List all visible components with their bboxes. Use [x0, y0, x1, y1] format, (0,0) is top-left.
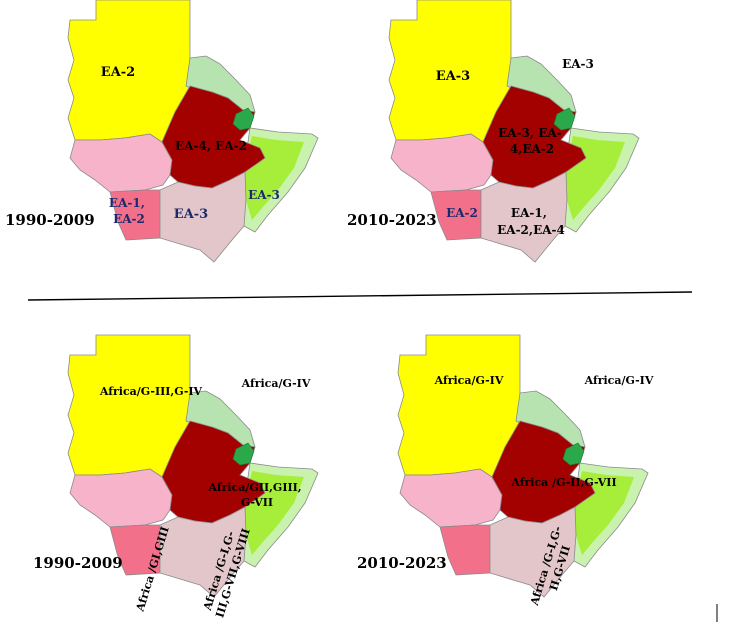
map-panel-2: EA-3 EA-3 EA-3, EA- 4,EA-2 EA-2 EA-1, EA…: [347, 0, 640, 263]
uganda-label: EA-2: [446, 206, 478, 220]
map-panel-3: Africa/G-III,G-IV Africa/G-IV Africa/GII…: [33, 334, 319, 619]
period-label: 2010-2023: [347, 211, 437, 229]
map-panel-1: EA-2 EA-4, EA-2 EA-3 EA-1, EA-2 EA-3 199…: [5, 0, 319, 263]
ethiopia-label: EA-4, EA-2: [175, 139, 247, 153]
somalia-label: EA-3: [248, 188, 280, 202]
ethiopia-label-line-1: EA-3, EA-: [498, 126, 562, 140]
uganda-label: EA-1, EA-2: [109, 196, 149, 226]
map-panel-4: Africa/G-IV Africa/G-IV Africa /G-II,G-V…: [357, 334, 654, 608]
uganda-label-line-1: EA-1,: [109, 196, 145, 210]
eritrea-label: Africa/G-IV: [584, 374, 654, 387]
ethiopia-label: Africa /G-II,G-VII: [510, 476, 616, 489]
period-label: 1990-2009: [33, 554, 123, 572]
kenya-label: EA-3: [174, 207, 208, 222]
kenya-label: EA-1, EA-2,EA-4: [497, 206, 565, 237]
regional-map: [67, 0, 319, 263]
sudan-label: Africa/G-III,G-IV: [99, 385, 203, 398]
sudan-label: EA-3: [436, 69, 470, 84]
eritrea-label: Africa/G-IV: [241, 377, 311, 390]
sudan-label: EA-2: [101, 65, 135, 80]
ethiopia-label: EA-3, EA- 4,EA-2: [498, 126, 566, 156]
kenya-label-line-2: EA-2,EA-4: [497, 223, 565, 237]
sudan-label: Africa/G-IV: [434, 374, 504, 387]
section-divider: [27, 291, 693, 301]
ethiopia-label-line-1: Africa/GII,GIII,: [208, 481, 302, 494]
ethiopia-label: Africa/GII,GIII, G-VII: [208, 481, 306, 509]
uganda-label-line-2: EA-2: [113, 212, 145, 226]
period-label: 2010-2023: [357, 554, 447, 572]
period-label: 1990-2009: [5, 211, 95, 229]
kenya-label-line-1: EA-1,: [511, 206, 547, 220]
ethiopia-label-line-2: 4,EA-2: [510, 142, 554, 156]
eritrea-label: EA-3: [562, 57, 594, 71]
ethiopia-label-line-2: G-VII: [241, 496, 273, 509]
